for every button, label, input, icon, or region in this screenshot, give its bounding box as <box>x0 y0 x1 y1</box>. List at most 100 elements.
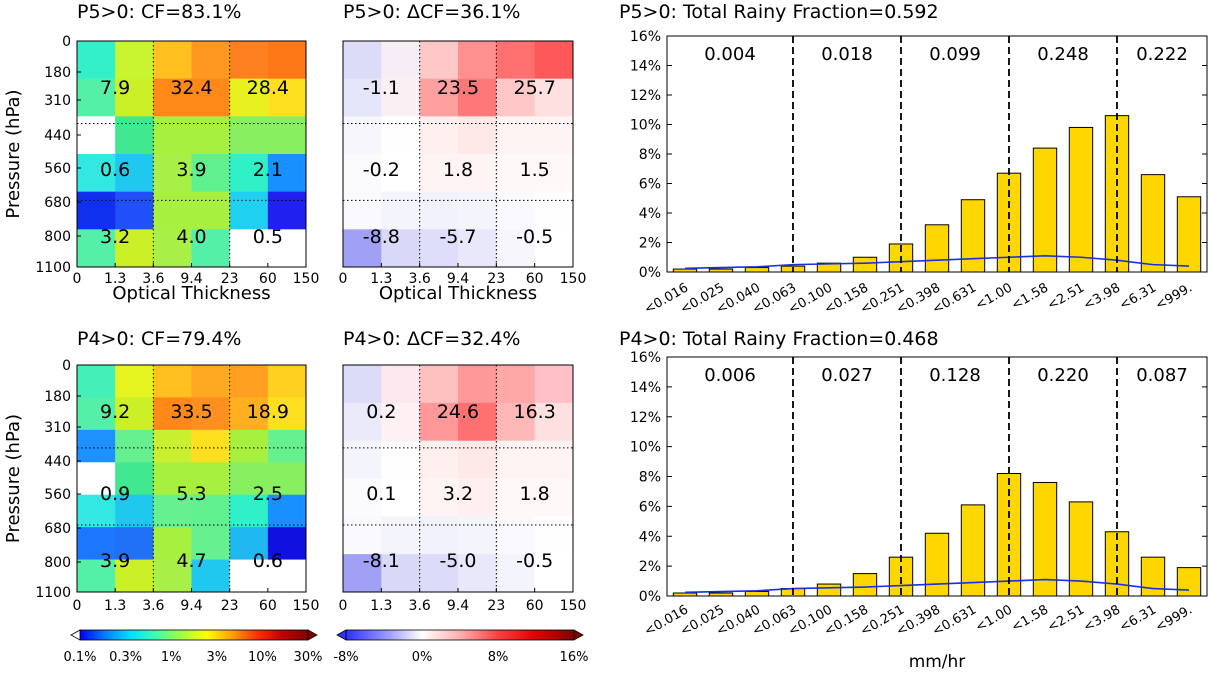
y-tick-label: 680 <box>44 521 71 537</box>
heatmap-cell <box>496 154 536 193</box>
heatmap-cell <box>534 154 574 193</box>
heatmap-cell <box>77 229 116 268</box>
x-tick-label: 0 <box>339 271 348 287</box>
y-tick-label: 0 <box>62 358 71 374</box>
heatmap-cell <box>458 116 497 155</box>
cf-colorbar: 0.1% 0.3% 1% 3% 10% 30% <box>63 629 323 665</box>
bar <box>1032 481 1058 597</box>
heatmap-cell <box>229 397 269 431</box>
heatmap-cell <box>419 41 459 80</box>
heatmap-panel-2: -1.1 23.5 25.7 -0.2 1.8 1.5 -8.8 -5.7 -0.5 P5>0: … <box>339 1 587 304</box>
colorbar-tick-label: 30% <box>294 650 323 665</box>
x-tick-label: <2.51 <box>1045 602 1087 635</box>
x-tick-label: 9.4 <box>180 271 202 287</box>
colorbar-low-arrow <box>70 629 81 641</box>
y-tick-label: 0% <box>639 265 661 281</box>
cell-value-label: 3.9 <box>100 550 130 572</box>
heatmap-cell <box>343 229 382 268</box>
y-tick-label: 14% <box>630 59 661 75</box>
group-fraction-label: 0.018 <box>821 44 873 65</box>
x-tick-label: 9.4 <box>447 598 469 614</box>
x-tick-label: 60 <box>526 271 544 287</box>
cell-value-label: -5.7 <box>439 226 476 248</box>
heatmap-cell <box>343 154 382 193</box>
heatmap-cell <box>191 559 231 593</box>
heatmap-cell <box>534 78 574 117</box>
heatmap-cell <box>458 191 497 230</box>
x-tick-label: 150 <box>293 271 320 287</box>
heatmap-cell <box>458 516 497 555</box>
heatmap-cell <box>191 116 231 155</box>
heatmap-cell <box>115 494 154 528</box>
cell-value-label: -8.8 <box>363 226 400 248</box>
group-fraction-label: 0.248 <box>1037 44 1089 65</box>
heatmap-cell <box>153 559 192 593</box>
heatmap-cell <box>191 527 231 561</box>
y-tick-label: 2% <box>639 236 661 252</box>
cell-value-label: 3.2 <box>100 226 130 248</box>
heatmap-cell <box>343 78 382 117</box>
heatmap-cell <box>191 397 231 431</box>
bar <box>1176 567 1202 597</box>
heatmap-cell <box>115 78 154 117</box>
heatmap-cell <box>153 365 192 398</box>
heatmap-cell <box>534 229 574 268</box>
heatmap-cell <box>229 429 269 463</box>
heatmap-cell <box>229 78 269 117</box>
heatmap-cell <box>496 478 536 517</box>
panel-title: P5>0: ΔCF=36.1% <box>343 1 520 23</box>
cell-value-label: -0.2 <box>363 159 400 181</box>
cell-value-label: -8.1 <box>363 550 400 572</box>
heatmap-cell <box>153 78 192 117</box>
heatmap-cell <box>229 191 269 230</box>
y-tick-label: 2% <box>639 559 661 575</box>
bar <box>744 267 770 273</box>
y-tick-label: 6% <box>639 499 661 515</box>
heatmap-cell <box>496 116 536 155</box>
heatmap-cell <box>229 527 269 561</box>
heatmap-cell <box>534 402 574 442</box>
heatmap-cell <box>534 41 574 80</box>
y-tick-label: 10% <box>630 440 661 456</box>
heatmap-cell <box>458 402 497 442</box>
y-tick-label: 16% <box>630 29 661 45</box>
y-tick-label: 10% <box>630 118 661 134</box>
colorbar-bar <box>79 629 309 641</box>
heatmap-cell <box>267 559 307 593</box>
group-fraction-label: 0.128 <box>929 365 981 386</box>
cell-value-label: 4.0 <box>176 226 206 248</box>
heatmap-cell <box>229 229 269 268</box>
heatmap-cell <box>77 494 116 528</box>
cell-value-label: 1.5 <box>520 159 550 181</box>
heatmap-cell <box>496 516 536 555</box>
heatmap-cell <box>381 402 421 442</box>
bar <box>744 591 770 597</box>
heatmap-cell <box>229 559 269 593</box>
heatmap-cell <box>381 516 421 555</box>
heatmap-cell <box>419 440 459 479</box>
heatmap-cell <box>343 554 382 593</box>
cell-value-label: 2.1 <box>253 159 283 181</box>
y-tick-label: 310 <box>44 420 71 436</box>
heatmap-cell <box>115 397 154 431</box>
x-tick-label: 1.3 <box>370 271 392 287</box>
x-tick-label: 3.6 <box>409 271 431 287</box>
cell-value-label: 9.2 <box>100 401 130 423</box>
bar <box>672 268 698 273</box>
line-series <box>684 254 1190 270</box>
group-fraction-label: 0.099 <box>929 44 981 65</box>
colorbar-bar <box>345 629 575 641</box>
heatmap-cell <box>77 397 116 431</box>
heatmap-cell <box>229 462 269 496</box>
heatmap-cell <box>229 116 269 155</box>
heatmap-cell <box>496 402 536 442</box>
y-tick-label: 310 <box>44 93 71 109</box>
bar <box>1140 174 1166 273</box>
heatmap-cell <box>115 41 154 80</box>
heatmap-cell <box>115 229 154 268</box>
heatmap-cell <box>458 154 497 193</box>
bar <box>1176 196 1202 273</box>
cell-value-label: 3.9 <box>176 159 206 181</box>
heatmap-cell <box>153 527 192 561</box>
